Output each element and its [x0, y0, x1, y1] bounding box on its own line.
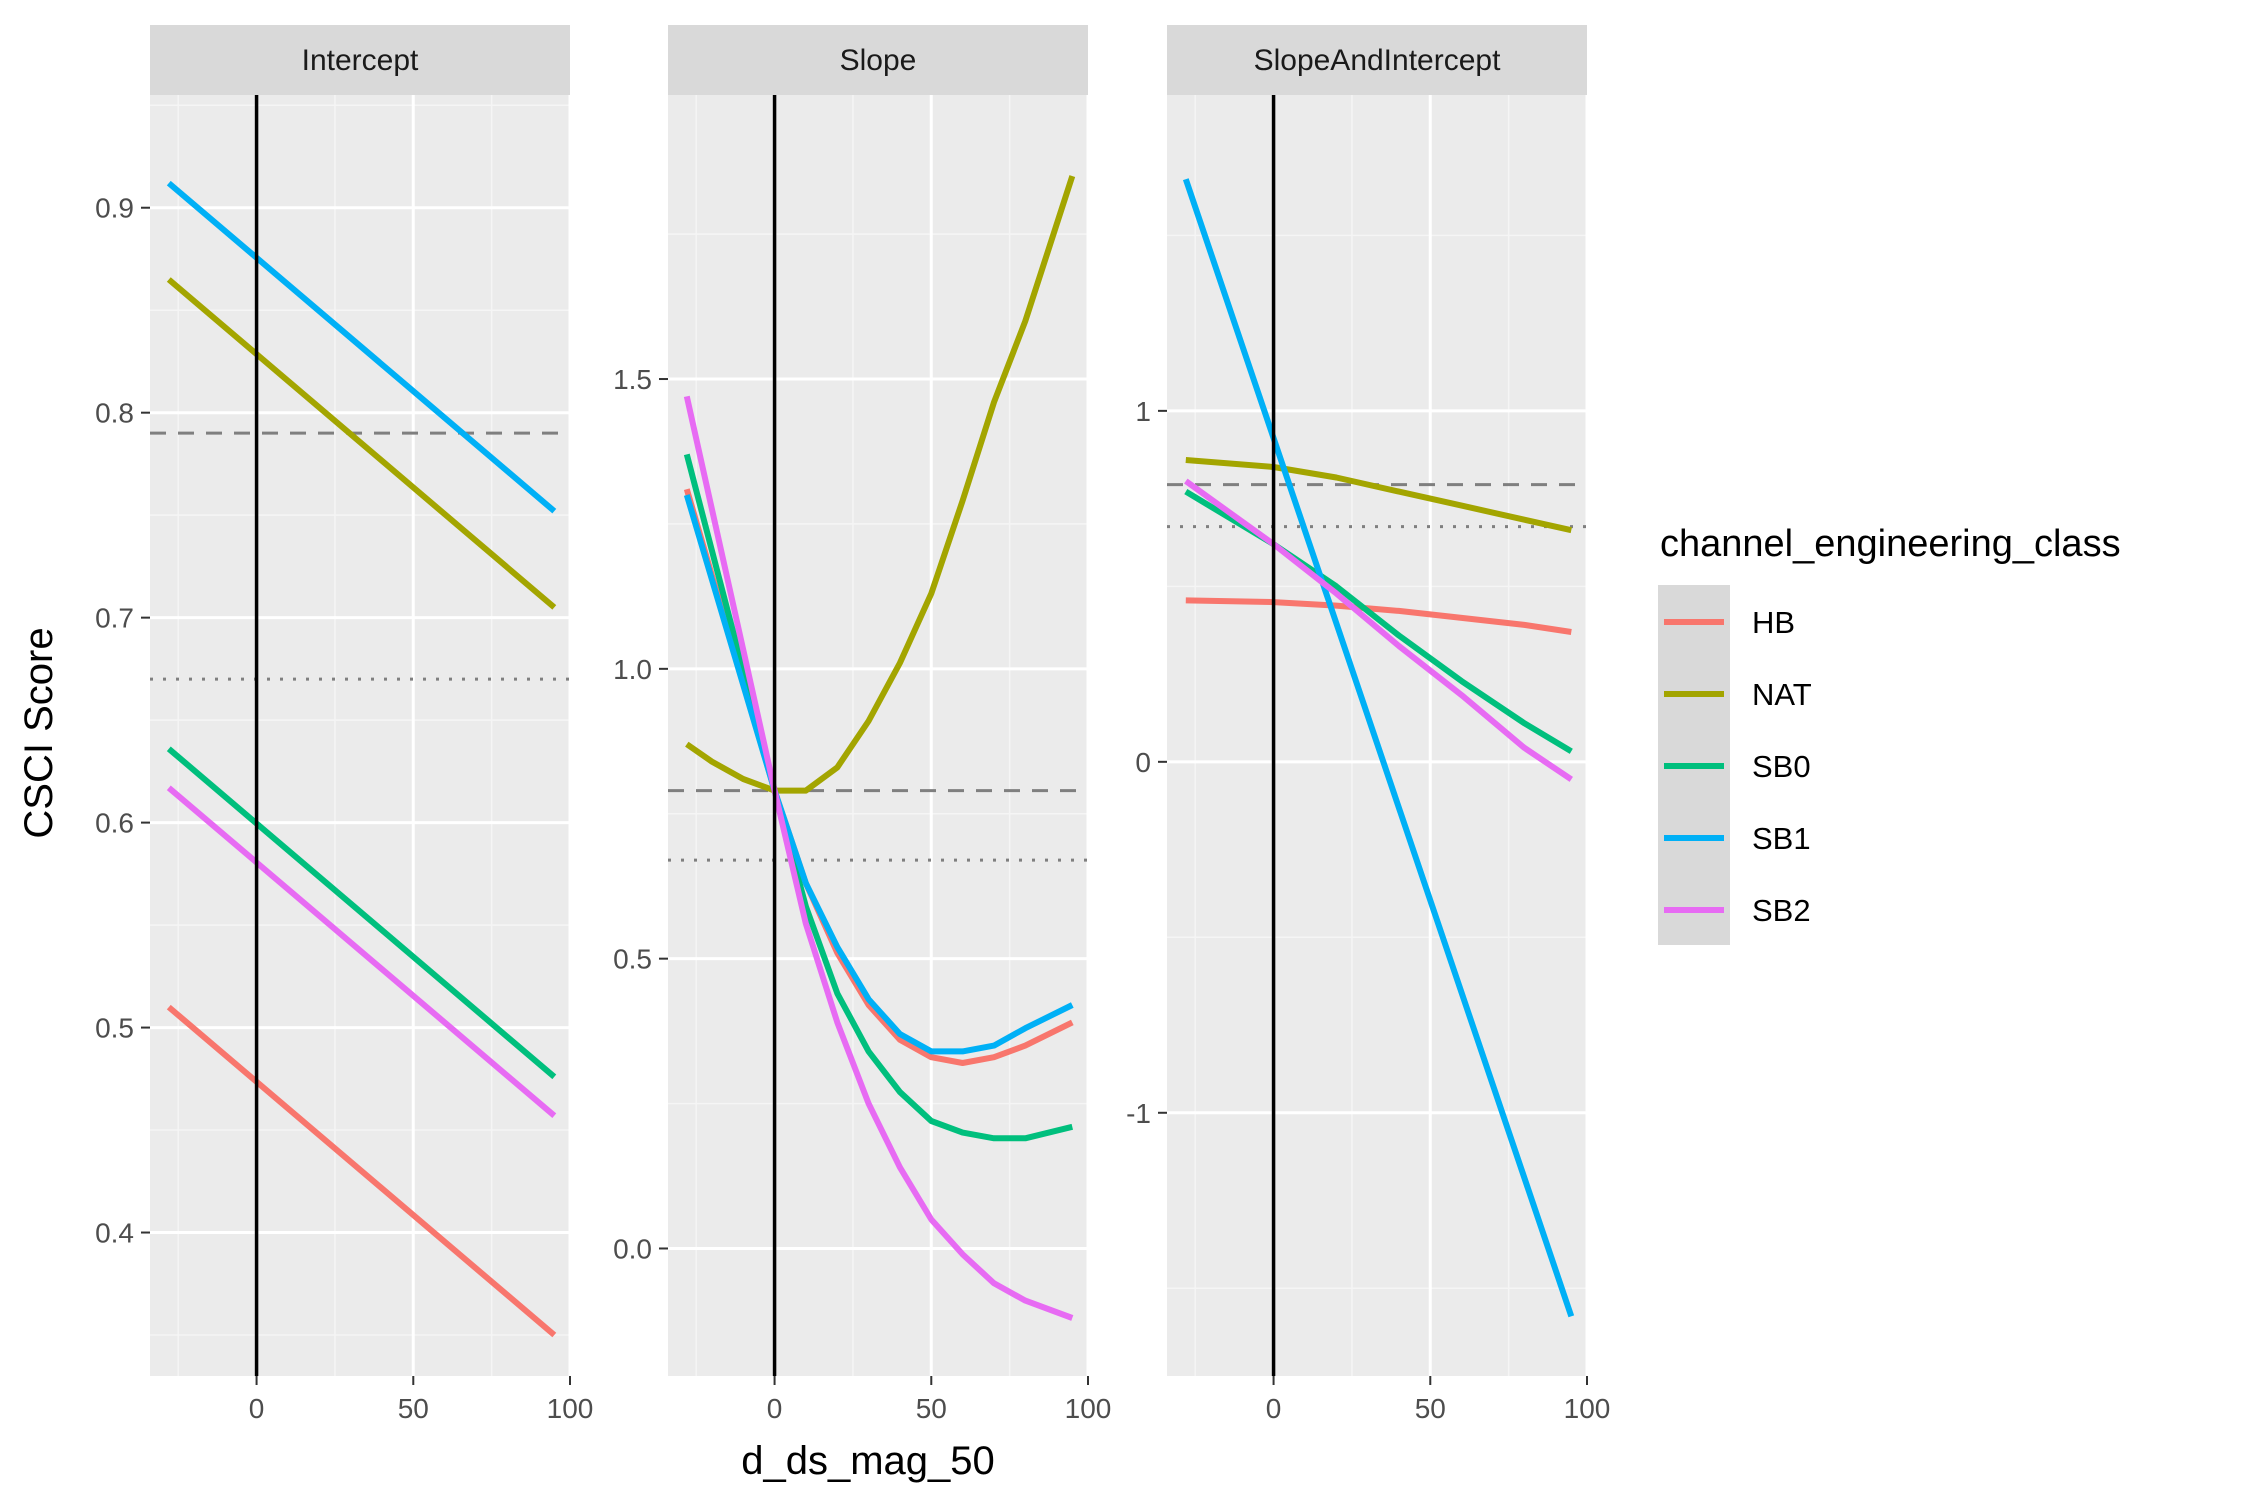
legend-item-sb0: SB0 — [1664, 749, 1811, 784]
series-line-sb2 — [683, 395, 1074, 1321]
y-tick-label: 0.5 — [613, 944, 652, 975]
y-tick-label: 0.6 — [95, 808, 134, 839]
x-tick-label: 50 — [398, 1393, 429, 1424]
legend-item-sb2: SB2 — [1664, 893, 1811, 928]
facet-strip — [668, 25, 1088, 95]
series-line-sb1 — [683, 494, 1074, 1055]
x-tick-label: 100 — [1564, 1393, 1611, 1424]
x-tick-label: 0 — [249, 1393, 265, 1424]
y-tick-label: 1 — [1135, 396, 1151, 427]
panel-slopeandintercept: SlopeAndIntercept -1 0 1 0 50 100 — [1126, 25, 1610, 1424]
legend-label: NAT — [1752, 677, 1812, 712]
y-tick-label: 0.7 — [95, 603, 134, 634]
legend-label: SB2 — [1752, 893, 1811, 928]
legend-item-sb1: SB1 — [1664, 821, 1811, 856]
panel-slope: Slope 0.0 0.5 1.0 1.5 0 50 100 — [613, 25, 1111, 1424]
x-tick-label: 100 — [1065, 1393, 1112, 1424]
legend-item-nat: NAT — [1664, 677, 1812, 712]
y-axis-title: CSCI Score — [17, 627, 61, 838]
facet-strip-label: Intercept — [302, 44, 419, 77]
y-tick-label: 0.0 — [613, 1233, 652, 1264]
series-line-sb2 — [166, 785, 557, 1118]
series-line-sb0 — [166, 746, 557, 1080]
series-line-sb1 — [166, 180, 557, 514]
y-tick-label: -1 — [1126, 1098, 1151, 1129]
panel-background — [668, 95, 1088, 1376]
facet-strip — [1167, 25, 1587, 95]
series-line-hb — [166, 1004, 557, 1338]
series-group — [683, 175, 1076, 1321]
facet-strip-label: Slope — [840, 44, 917, 77]
y-tick-label: 1.5 — [613, 364, 652, 395]
legend: channel_engineering_class HB NAT SB0 SB1 SB2 — [1658, 523, 2121, 945]
series-group — [166, 180, 557, 1338]
x-tick-label: 0 — [1266, 1393, 1282, 1424]
x-tick-label: 50 — [916, 1393, 947, 1424]
y-tick-label: 0.8 — [95, 398, 134, 429]
x-tick-label: 0 — [767, 1393, 783, 1424]
legend-label: SB0 — [1752, 749, 1811, 784]
legend-items: HB NAT SB0 SB1 SB2 — [1664, 605, 1812, 928]
x-tick-label: 50 — [1415, 1393, 1446, 1424]
panel-intercept: Intercept 0.4 0.5 0.6 0.7 0.8 0.9 0 50 100 — [95, 25, 593, 1424]
y-tick-label: 0 — [1135, 747, 1151, 778]
legend-label: HB — [1752, 605, 1795, 640]
series-line-nat — [166, 277, 557, 610]
facet-strip-label: SlopeAndIntercept — [1254, 44, 1502, 77]
y-tick-label: 0.4 — [95, 1218, 134, 1249]
facet-strip — [150, 25, 570, 95]
x-tick-label: 100 — [547, 1393, 594, 1424]
legend-title: channel_engineering_class — [1660, 523, 2121, 565]
y-tick-label: 0.9 — [95, 193, 134, 224]
series-line-nat — [685, 175, 1076, 794]
x-axis-title: d_ds_mag_50 — [741, 1439, 995, 1483]
y-tick-label: 1.0 — [613, 654, 652, 685]
panel-background — [150, 95, 570, 1376]
legend-item-hb: HB — [1664, 605, 1795, 640]
y-tick-label: 0.5 — [95, 1013, 134, 1044]
legend-label: SB1 — [1752, 821, 1811, 856]
series-line-sb1 — [1182, 178, 1575, 1318]
